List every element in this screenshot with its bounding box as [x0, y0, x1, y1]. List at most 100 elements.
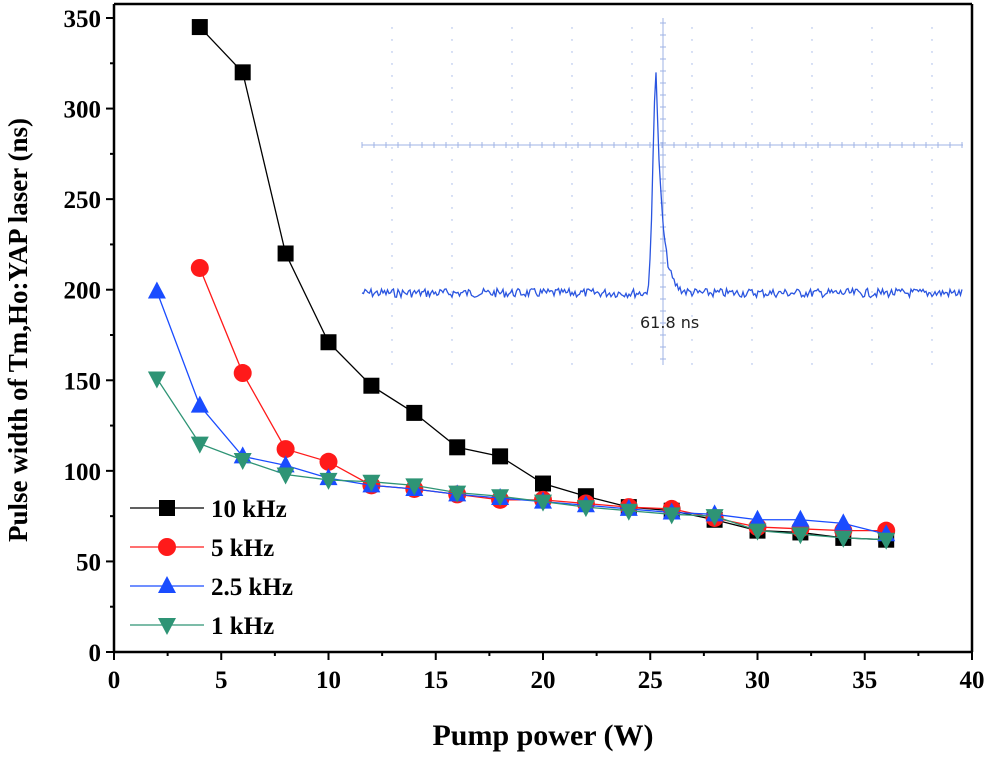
- inset-grid-dot: [751, 363, 753, 365]
- inset-grid-dot: [871, 159, 873, 161]
- inset-grid-dot: [571, 267, 573, 269]
- inset-grid-dot: [391, 243, 393, 245]
- inset-grid-dot: [811, 99, 813, 101]
- inset-grid-dot: [931, 327, 933, 329]
- legend-marker-10-khz: [159, 500, 175, 516]
- inset-grid-dot: [451, 279, 453, 281]
- data-point-1-khz: [190, 436, 209, 454]
- inset-grid-dot: [511, 159, 513, 161]
- inset-grid-dot: [751, 303, 753, 305]
- inset-grid-dot: [931, 267, 933, 269]
- inset-grid-dot: [871, 243, 873, 245]
- inset-grid-dot: [811, 87, 813, 89]
- inset-grid-dot: [931, 315, 933, 317]
- inset-grid-dot: [451, 267, 453, 269]
- legend-label-2-5-khz: 2.5 kHz: [211, 574, 293, 601]
- axes: 0 5 10 15 20 25 30 35 40 0 50 100 150 200 250 300 350: [64, 2, 985, 694]
- inset-grid-dot: [931, 279, 933, 281]
- inset-grid-dot: [871, 63, 873, 65]
- inset-grid-dot: [571, 183, 573, 185]
- inset-grid-dot: [751, 135, 753, 137]
- inset-grid-dot: [391, 207, 393, 209]
- inset-grid-dot: [451, 231, 453, 233]
- inset-grid-dot: [871, 183, 873, 185]
- inset-grid-dot: [811, 39, 813, 41]
- inset-grid-dot: [631, 231, 633, 233]
- inset-grid-dot: [571, 51, 573, 53]
- inset-grid-dot: [571, 75, 573, 77]
- inset-grid-dot: [871, 51, 873, 53]
- inset-grid-dot: [931, 219, 933, 221]
- inset-grid-dot: [451, 135, 453, 137]
- inset-grid-dot: [751, 99, 753, 101]
- legend-label-5-khz: 5 kHz: [211, 535, 274, 562]
- inset-grid-dot: [691, 135, 693, 137]
- inset-grid-dot: [631, 27, 633, 29]
- inset-grid-dot: [391, 363, 393, 365]
- data-point-1-khz: [448, 485, 467, 503]
- inset-grid-dot: [691, 231, 693, 233]
- inset-grid-dot: [451, 159, 453, 161]
- y-tick-label: 100: [64, 459, 102, 486]
- inset-grid-dot: [571, 39, 573, 41]
- inset-grid-dot: [691, 111, 693, 113]
- inset-grid-dot: [571, 27, 573, 29]
- inset-grid-dot: [931, 207, 933, 209]
- inset-grid-dot: [691, 183, 693, 185]
- inset-grid-dot: [811, 171, 813, 173]
- data-point-2-5-khz: [190, 395, 209, 413]
- inset-grid-dot: [751, 183, 753, 185]
- inset-grid-dot: [691, 351, 693, 353]
- inset-grid-dot: [451, 207, 453, 209]
- inset-grid-dot: [811, 135, 813, 137]
- legend-label-1-khz: 1 kHz: [211, 613, 274, 640]
- inset-grid-dot: [391, 351, 393, 353]
- inset-grid-dot: [571, 87, 573, 89]
- inset-grid-dot: [511, 231, 513, 233]
- inset-grid-dot: [631, 243, 633, 245]
- inset-grid-dot: [451, 51, 453, 53]
- inset-grid-dot: [391, 231, 393, 233]
- inset-grid-dot: [451, 363, 453, 365]
- inset-grid-dot: [811, 339, 813, 341]
- inset-grid-dot: [811, 75, 813, 77]
- inset-grid-dot: [571, 303, 573, 305]
- inset-grid-dot: [871, 327, 873, 329]
- inset-grid-dot: [631, 87, 633, 89]
- inset-grid-dot: [511, 87, 513, 89]
- inset-grid-dot: [871, 207, 873, 209]
- inset-grid-dot: [931, 147, 933, 149]
- legend-marker-5-khz: [158, 538, 176, 556]
- inset-grid-dot: [931, 99, 933, 101]
- inset-grid-dot: [691, 219, 693, 221]
- inset-grid-dot: [871, 111, 873, 113]
- inset-grid-dot: [391, 39, 393, 41]
- inset-grid-dot: [451, 351, 453, 353]
- inset-grid-dot: [391, 183, 393, 185]
- inset-grid-dot: [391, 51, 393, 53]
- x-tick-label: 15: [423, 667, 448, 694]
- legend-marker-2-5-khz: [158, 576, 176, 593]
- inset-grid-dot: [391, 303, 393, 305]
- inset-grid-dot: [691, 159, 693, 161]
- inset-pulse-width-label: 61.8 ns: [640, 313, 699, 332]
- inset-grid-dot: [631, 303, 633, 305]
- data-point-10-khz: [191, 19, 208, 36]
- inset-grid-dot: [811, 279, 813, 281]
- inset-grid-dot: [751, 87, 753, 89]
- inset-grid-dot: [571, 123, 573, 125]
- inset-grid-dot: [511, 243, 513, 245]
- inset-grid-dot: [811, 363, 813, 365]
- inset-grid-dot: [931, 231, 933, 233]
- inset-grid-dot: [511, 75, 513, 77]
- inset-grid-dot: [691, 27, 693, 29]
- inset-grid-dot: [511, 111, 513, 113]
- y-tick-label: 300: [64, 97, 102, 124]
- inset-grid-dot: [631, 279, 633, 281]
- data-point-10-khz: [320, 334, 337, 351]
- inset-grid-dot: [571, 243, 573, 245]
- inset-grid-dot: [871, 135, 873, 137]
- inset-grid-dot: [691, 339, 693, 341]
- inset-grid-dot: [451, 339, 453, 341]
